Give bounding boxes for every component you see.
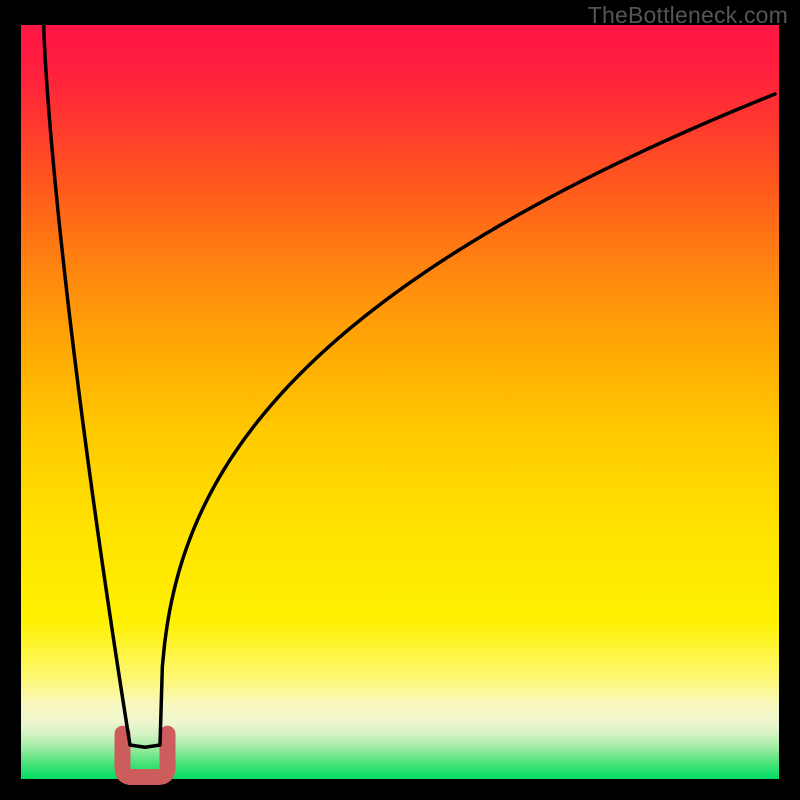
stage: TheBottleneck.com [0,0,800,800]
chart-svg [0,0,800,800]
